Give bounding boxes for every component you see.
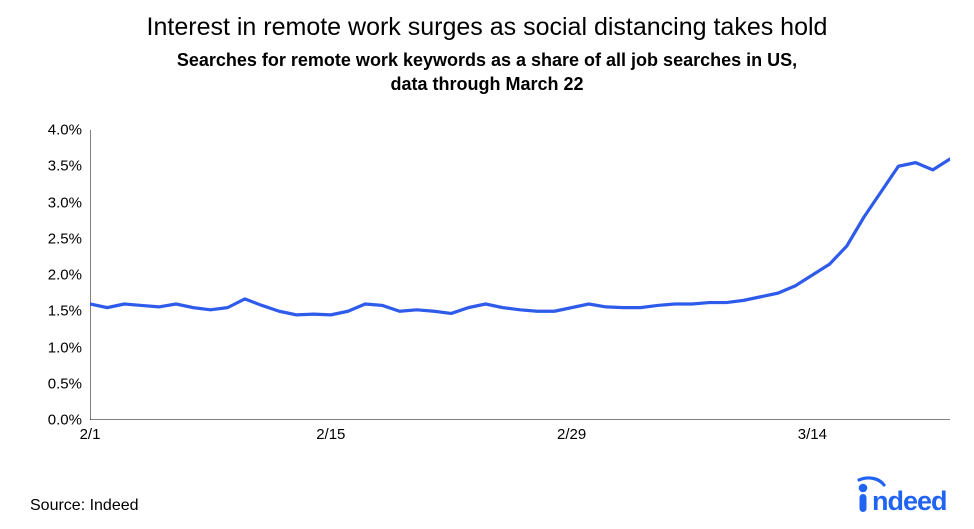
- y-tick-label: 3.5%: [30, 158, 82, 175]
- x-tick-label: 2/15: [316, 426, 345, 443]
- y-tick-label: 2.5%: [30, 230, 82, 247]
- y-tick-label: 2.0%: [30, 267, 82, 284]
- x-tick-label: 2/29: [557, 426, 586, 443]
- line-chart-svg: [90, 130, 950, 420]
- source-label: Source: Indeed: [30, 497, 139, 515]
- subtitle-line-2: data through March 22: [390, 74, 583, 94]
- chart-subtitle: Searches for remote work keywords as a s…: [0, 49, 974, 96]
- plot-region: [90, 130, 950, 420]
- x-tick-label: 2/1: [80, 426, 101, 443]
- indeed-logo: ndeed: [846, 474, 956, 519]
- y-tick-label: 0.5%: [30, 375, 82, 392]
- y-tick-label: 0.0%: [30, 412, 82, 429]
- y-tick-label: 1.0%: [30, 339, 82, 356]
- series-line: [90, 159, 950, 315]
- svg-text:ndeed: ndeed: [872, 486, 947, 514]
- x-tick-label: 3/14: [798, 426, 827, 443]
- chart-area: 0.0%0.5%1.0%1.5%2.0%2.5%3.0%3.5%4.0% 2/1…: [30, 130, 950, 460]
- y-tick-label: 3.0%: [30, 194, 82, 211]
- chart-title: Interest in remote work surges as social…: [0, 0, 974, 43]
- subtitle-line-1: Searches for remote work keywords as a s…: [177, 50, 797, 70]
- y-tick-label: 4.0%: [30, 122, 82, 139]
- y-tick-label: 1.5%: [30, 303, 82, 320]
